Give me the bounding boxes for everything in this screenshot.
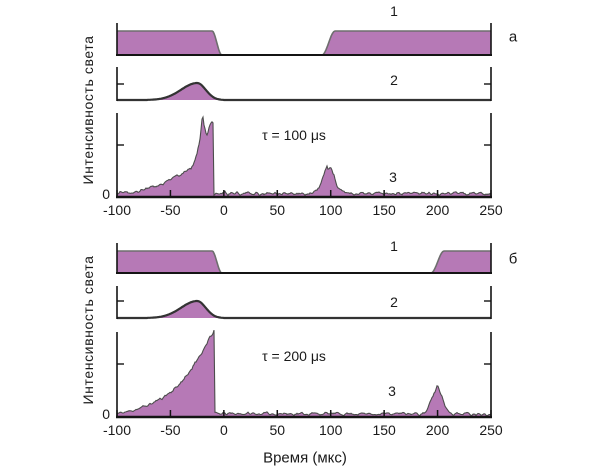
x-tick-label: -100 bbox=[102, 422, 132, 438]
x-tick-label: 200 bbox=[425, 202, 450, 218]
x-tick-label: -100 bbox=[102, 202, 132, 218]
x-tick-label: -50 bbox=[160, 202, 181, 218]
x-tick-label: -50 bbox=[160, 422, 181, 438]
panel-b-letter: б bbox=[508, 250, 518, 268]
trace-label-a-3: 3 bbox=[389, 169, 397, 185]
x-tick-label: 0 bbox=[219, 422, 228, 438]
panel-a-letter: а bbox=[508, 28, 518, 46]
pulse-trace-а bbox=[117, 31, 491, 55]
panel-а bbox=[116, 23, 492, 199]
burst-trace-а bbox=[117, 117, 491, 197]
pulse-trace-б bbox=[117, 251, 491, 273]
y-axis-label-b: Интенсивность света bbox=[80, 255, 96, 405]
x-tick-label: 250 bbox=[479, 202, 503, 218]
y-axis-label-a: Интенсивность света bbox=[80, 35, 96, 185]
trace-label-b-2: 2 bbox=[390, 294, 398, 310]
tau-annotation-b: τ = 200 μs bbox=[262, 348, 326, 364]
trace-label-b-1: 1 bbox=[390, 238, 398, 254]
x-tick-label: 100 bbox=[319, 422, 343, 438]
x-tick-label: 100 bbox=[319, 202, 343, 218]
x-tick-label: 200 bbox=[425, 422, 450, 438]
bump-trace-б bbox=[117, 301, 491, 318]
burst-trace-б bbox=[117, 330, 491, 417]
zero-label-a: 0 bbox=[102, 186, 110, 202]
trace-label-a-2: 2 bbox=[390, 72, 398, 88]
trace-label-a-1: 1 bbox=[390, 3, 398, 19]
x-axis-title: Время (мкс) bbox=[263, 449, 347, 467]
x-tick-label: 0 bbox=[219, 202, 228, 218]
bump-trace-а bbox=[117, 83, 491, 100]
x-tick-label: 50 bbox=[269, 202, 286, 218]
tau-annotation-a: τ = 100 μs bbox=[262, 127, 326, 143]
panel-б bbox=[116, 243, 492, 419]
x-tick-label: 150 bbox=[372, 202, 396, 218]
trace-label-b-3: 3 bbox=[388, 383, 396, 399]
x-tick-label: 50 bbox=[269, 422, 286, 438]
x-tick-label: 250 bbox=[479, 422, 503, 438]
zero-label-b: 0 bbox=[102, 406, 110, 422]
x-tick-label: 150 bbox=[372, 422, 396, 438]
